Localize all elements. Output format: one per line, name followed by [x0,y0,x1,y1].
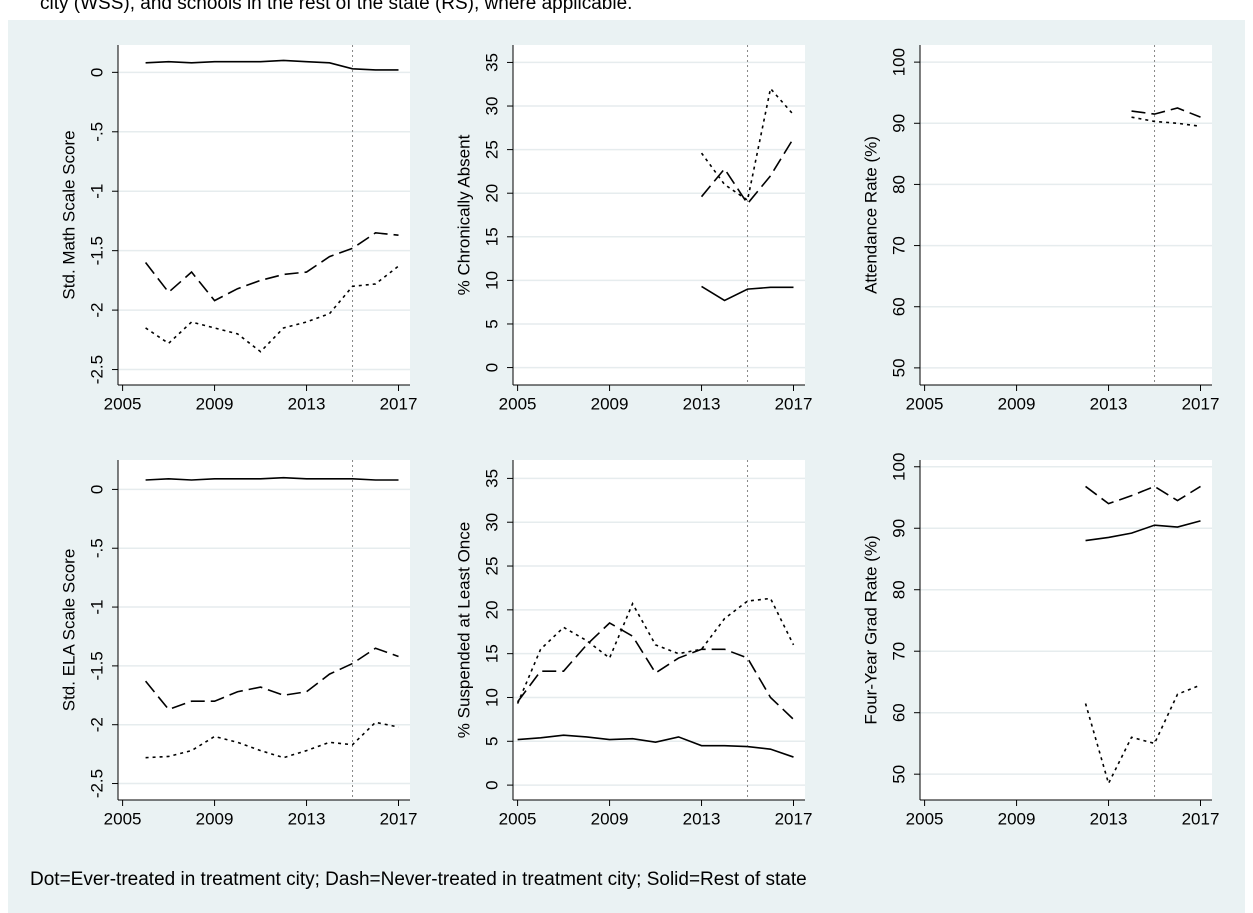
y-tick-label: -.5 [87,122,106,142]
y-tick-label: 15 [482,227,501,246]
y-tick-label: -2 [87,717,106,732]
plot-area [118,45,410,385]
y-tick-label: 60 [889,703,908,722]
y-tick-label: 50 [889,358,908,377]
x-tick-label: 2017 [1182,394,1220,413]
y-tick-label: 100 [889,48,908,76]
y-tick-label: -2.5 [87,769,106,798]
x-tick-label: 2005 [906,809,944,828]
x-tick-label: 2013 [1090,809,1128,828]
y-tick-label: 25 [482,557,501,576]
y-tick-label: 20 [482,184,501,203]
x-tick-label: 2017 [775,809,813,828]
y-tick-label: 5 [482,319,501,328]
x-tick-label: 2009 [591,394,629,413]
y-tick-label: 30 [482,97,501,116]
y-tick-label: -2 [87,303,106,318]
y-axis-label: % Suspended at Least Once [454,522,473,738]
series-line [144,232,399,302]
x-tick-label: 2017 [380,809,418,828]
x-tick-label: 2017 [1182,809,1220,828]
x-tick-label: 2009 [196,394,234,413]
x-tick-label: 2009 [196,809,234,828]
y-tick-label: -1.5 [87,651,106,680]
x-tick-label: 2013 [288,394,326,413]
series-line [700,137,795,206]
x-tick-label: 2009 [591,809,629,828]
plot-area [513,45,805,385]
y-tick-label: 25 [482,140,501,159]
series-line [145,476,399,481]
y-tick-label: 0 [87,485,106,494]
y-tick-label: 10 [482,271,501,290]
y-tick-label: 35 [482,53,501,72]
x-tick-label: 2005 [104,394,142,413]
y-tick-label: 0 [482,780,501,789]
series-line [701,285,794,302]
x-tick-label: 2009 [998,809,1036,828]
series-line [1131,107,1201,118]
x-tick-label: 2005 [499,809,537,828]
series-line [516,621,795,720]
x-tick-label: 2005 [499,394,537,413]
y-tick-label: 35 [482,469,501,488]
series-line [145,721,399,759]
x-tick-label: 2013 [683,394,721,413]
note: Dot=Ever-treated in treatment city; Dash… [30,869,807,890]
y-axis-label: Std. ELA Scale Score [59,549,78,712]
plot-area [920,460,1212,800]
y-tick-label: 0 [482,363,501,372]
y-tick-label: 70 [889,236,908,255]
y-tick-label: 30 [482,513,501,532]
y-axis-label: Four-Year Grad Rate (%) [861,535,880,724]
series-line [1131,116,1201,128]
y-tick-label: -1 [87,184,106,199]
series-line [516,597,795,704]
x-tick-label: 2009 [998,394,1036,413]
series-line [145,59,399,71]
plot-area [920,45,1212,385]
series-line [1085,520,1201,542]
y-tick-label: 15 [482,644,501,663]
y-tick-label: 10 [482,688,501,707]
y-axis-label: Attendance Rate (%) [861,136,880,294]
plot-area [513,460,805,800]
y-tick-label: 0 [87,68,106,77]
plot-area [118,460,410,800]
caption-fragment: city (WSS), and schools in the rest of t… [40,0,632,14]
x-tick-label: 2005 [104,809,142,828]
y-tick-label: -2.5 [87,355,106,384]
y-tick-label: 80 [889,175,908,194]
y-tick-label: 90 [889,114,908,133]
y-tick-label: 70 [889,642,908,661]
y-tick-label: 80 [889,580,908,599]
x-tick-label: 2017 [775,394,813,413]
x-tick-label: 2017 [380,394,418,413]
y-tick-label: 60 [889,297,908,316]
y-tick-label: 50 [889,765,908,784]
y-tick-label: 90 [889,519,908,538]
y-tick-label: -.5 [87,538,106,558]
y-tick-label: 5 [482,737,501,746]
x-tick-label: 2013 [683,809,721,828]
y-tick-label: 20 [482,600,501,619]
y-axis-label: % Chronically Absent [454,134,473,295]
y-tick-label: -1.5 [87,236,106,265]
x-tick-label: 2013 [288,809,326,828]
series-line [1085,485,1201,505]
x-tick-label: 2013 [1090,394,1128,413]
y-axis-label: Std. Math Scale Score [59,130,78,299]
y-tick-label: -1 [87,599,106,614]
series-line [517,734,794,758]
x-tick-label: 2005 [906,394,944,413]
y-tick-label: 100 [889,453,908,481]
series-line [144,647,399,711]
